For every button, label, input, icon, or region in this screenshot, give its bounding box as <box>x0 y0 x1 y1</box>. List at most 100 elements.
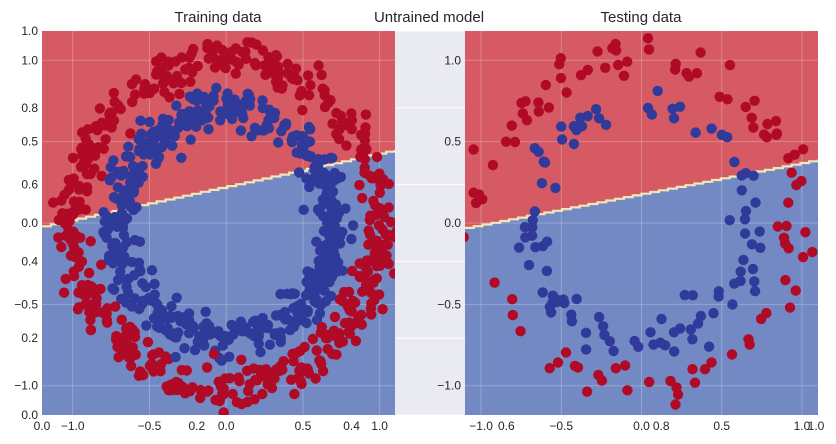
training-point-class-1 <box>137 160 148 172</box>
training-point-class-1 <box>322 227 334 238</box>
training-point-class-1 <box>318 259 330 271</box>
background-x-tick-label: 0.8 <box>653 419 670 433</box>
training-x-tick-label: −1.0 <box>61 419 85 433</box>
background-x-ticks: 0.0 0.2 0.4 0.6 0.8 1.0 <box>34 419 825 433</box>
testing-y-tick-label: 0.0 <box>444 216 461 230</box>
training-point-class-0 <box>357 192 368 204</box>
training-point-class-1 <box>331 213 342 224</box>
training-point-class-0 <box>48 197 59 208</box>
testing-point-class-1 <box>600 119 612 130</box>
training-point-class-0 <box>294 90 305 101</box>
training-point-class-0 <box>73 302 85 313</box>
testing-point-class-1 <box>747 263 759 275</box>
testing-point-class-1 <box>523 259 535 271</box>
testing-point-class-0 <box>786 167 797 178</box>
background-x-tick-label: 1.0 <box>808 419 825 433</box>
training-point-class-1 <box>263 114 274 126</box>
training-point-class-1 <box>177 313 188 325</box>
training-point-class-0 <box>138 88 150 99</box>
training-point-class-0 <box>104 109 115 120</box>
testing-point-class-1 <box>738 254 749 266</box>
training-point-class-1 <box>176 109 187 120</box>
training-point-class-1 <box>340 203 351 214</box>
training-point-class-1 <box>104 175 116 186</box>
testing-point-class-0 <box>722 94 733 105</box>
training-point-class-1 <box>136 128 147 139</box>
testing-point-class-1 <box>736 185 747 196</box>
training-point-class-1 <box>166 312 177 323</box>
training-point-class-0 <box>286 374 297 385</box>
training-point-class-0 <box>121 323 132 334</box>
training-point-class-0 <box>166 384 178 396</box>
training-point-class-0 <box>125 360 137 372</box>
training-point-class-1 <box>135 115 146 126</box>
testing-point-class-0 <box>561 87 572 98</box>
training-point-class-1 <box>146 265 158 276</box>
training-point-class-0 <box>377 304 388 315</box>
testing-point-class-0 <box>592 46 603 57</box>
testing-point-class-0 <box>671 382 682 393</box>
testing-point-class-0 <box>509 136 521 148</box>
training-point-class-0 <box>354 179 365 191</box>
training-point-class-1 <box>187 93 199 105</box>
testing-point-class-0 <box>800 227 811 238</box>
testing-point-class-0 <box>749 95 760 107</box>
training-point-class-0 <box>161 70 172 82</box>
training-point-class-0 <box>186 48 197 59</box>
testing-point-class-1 <box>556 134 568 145</box>
training-y-tick-label: 0.5 <box>21 135 38 149</box>
training-point-class-0 <box>334 337 345 349</box>
training-point-class-0 <box>341 140 352 151</box>
training-point-class-0 <box>202 43 213 54</box>
training-point-class-0 <box>341 120 353 131</box>
training-point-class-0 <box>356 144 367 155</box>
training-point-class-1 <box>224 351 235 362</box>
training-point-class-1 <box>137 295 149 307</box>
training-point-class-0 <box>147 350 158 361</box>
testing-point-class-1 <box>541 265 553 277</box>
training-point-class-0 <box>320 332 332 344</box>
training-point-class-1 <box>150 158 162 169</box>
training-point-class-1 <box>131 202 142 213</box>
testing-point-class-0 <box>533 97 544 108</box>
training-point-class-0 <box>160 351 171 362</box>
training-point-class-0 <box>230 68 241 79</box>
training-point-class-0 <box>331 349 342 360</box>
training-point-class-1 <box>280 118 292 129</box>
testing-point-class-1 <box>593 113 605 124</box>
training-point-class-0 <box>364 278 376 289</box>
training-point-class-0 <box>347 265 358 277</box>
training-point-class-0 <box>73 261 85 272</box>
training-point-class-0 <box>85 236 96 247</box>
testing-point-class-0 <box>610 363 621 374</box>
background-x-tick-label: 0.4 <box>343 419 360 433</box>
training-point-class-1 <box>170 351 181 363</box>
training-y-tick-label: −1.0 <box>14 379 38 393</box>
testing-point-class-0 <box>520 96 531 107</box>
testing-point-class-0 <box>622 56 633 67</box>
training-point-class-0 <box>181 365 192 376</box>
training-point-class-0 <box>354 270 365 282</box>
training-point-class-0 <box>370 200 381 211</box>
training-point-class-0 <box>78 156 90 168</box>
training-point-class-0 <box>110 301 121 312</box>
testing-point-class-0 <box>500 136 512 147</box>
training-point-class-1 <box>314 178 325 189</box>
training-point-class-0 <box>217 54 228 65</box>
testing-point-class-1 <box>547 290 559 301</box>
testing-point-class-1 <box>575 112 586 123</box>
testing-point-class-1 <box>749 286 761 297</box>
training-point-class-1 <box>297 131 309 142</box>
testing-point-class-1 <box>679 289 690 301</box>
testing-point-class-1 <box>739 228 751 239</box>
testing-point-class-1 <box>685 324 696 335</box>
testing-point-class-0 <box>644 376 655 388</box>
testing-x-ticks: −1.0 −0.5 0.0 0.5 1.0 <box>469 419 810 433</box>
training-point-class-1 <box>261 319 272 330</box>
testing-point-class-1 <box>703 341 715 352</box>
training-point-class-1 <box>303 121 315 133</box>
training-point-class-1 <box>123 141 134 152</box>
testing-point-class-0 <box>724 59 736 71</box>
training-point-class-1 <box>253 338 264 349</box>
training-point-class-0 <box>100 134 111 145</box>
